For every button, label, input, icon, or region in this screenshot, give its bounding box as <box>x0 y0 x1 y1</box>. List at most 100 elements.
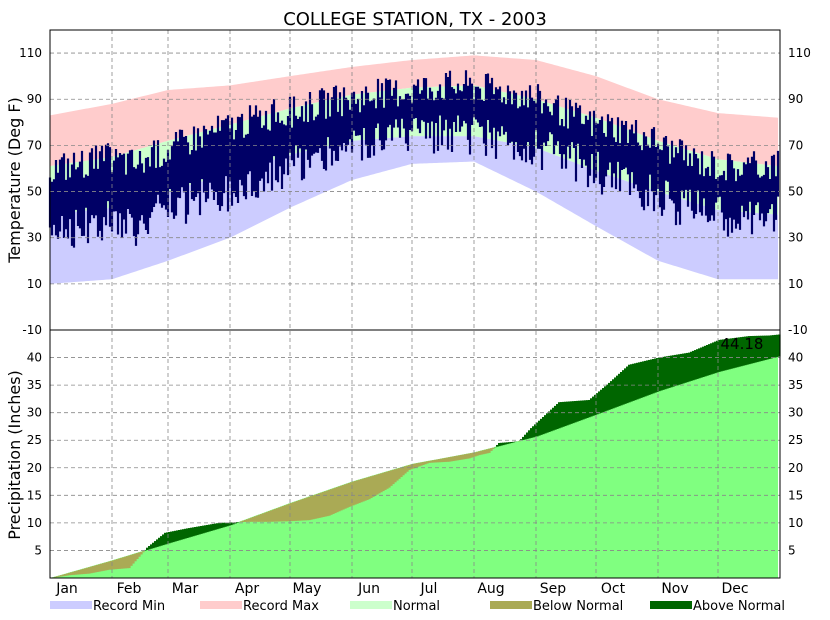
below-normal-precip <box>304 498 307 521</box>
precipitation-tick-right: 10 <box>788 516 803 530</box>
above-normal-precip <box>660 357 663 391</box>
above-normal-precip <box>202 525 205 534</box>
below-normal-precip <box>478 451 481 456</box>
temperature-tick-right: 50 <box>788 185 803 199</box>
above-normal-precip <box>754 335 757 363</box>
month-label-aug: Aug <box>477 581 504 597</box>
above-normal-precip <box>634 363 637 401</box>
below-normal-precip <box>268 511 271 522</box>
above-normal-precip <box>602 388 605 413</box>
temperature-tick-left: 70 <box>27 138 42 152</box>
above-normal-precip <box>624 368 627 404</box>
above-normal-precip <box>622 370 625 405</box>
below-normal-precip <box>394 469 397 483</box>
temperature-tick-left: -10 <box>22 323 42 337</box>
below-normal-precip <box>322 491 325 518</box>
above-normal-precip <box>700 347 703 378</box>
below-normal-precip <box>96 564 99 573</box>
above-normal-precip <box>174 530 177 542</box>
above-normal-precip <box>764 335 767 361</box>
below-normal-precip <box>98 564 101 572</box>
below-normal-precip <box>448 457 451 462</box>
above-normal-precip <box>220 522 223 529</box>
below-normal-precip <box>272 509 275 522</box>
above-normal-precip <box>236 522 239 523</box>
below-normal-precip <box>140 551 143 555</box>
temperature-tick-left: 30 <box>27 231 42 245</box>
above-normal-precip <box>638 362 641 399</box>
above-normal-precip <box>770 335 773 359</box>
below-normal-precip <box>136 553 139 560</box>
precipitation-tick-right: 15 <box>788 488 803 502</box>
above-normal-precip <box>186 528 189 538</box>
above-normal-precip <box>722 339 725 371</box>
below-normal-precip <box>282 505 285 522</box>
above-normal-precip <box>510 441 513 444</box>
precipitation-tick-left: 35 <box>27 378 42 392</box>
below-normal-precip <box>342 485 345 510</box>
above-normal-precip <box>720 339 723 372</box>
above-normal-precip <box>648 359 651 395</box>
below-normal-precip <box>240 521 243 523</box>
below-normal-precip <box>84 568 87 574</box>
below-normal-precip <box>402 466 405 476</box>
below-normal-precip <box>490 448 493 451</box>
above-normal-precip <box>564 401 567 427</box>
above-normal-precip <box>674 354 677 387</box>
above-normal-precip <box>540 418 543 435</box>
below-normal-precip <box>294 501 297 521</box>
below-normal-precip <box>370 476 373 499</box>
below-normal-precip <box>358 479 361 504</box>
above-normal-precip <box>204 525 207 533</box>
above-normal-precip <box>702 346 705 378</box>
above-normal-precip <box>692 350 695 381</box>
below-normal-precip <box>112 560 115 570</box>
below-normal-precip <box>126 556 129 569</box>
above-normal-precip <box>154 541 157 548</box>
below-normal-precip <box>284 505 287 522</box>
above-normal-precip <box>778 334 781 357</box>
above-normal-precip <box>596 393 599 415</box>
month-label-mar: Mar <box>172 581 199 597</box>
above-normal-precip <box>194 527 197 536</box>
above-normal-precip <box>196 526 199 536</box>
above-normal-precip <box>172 531 175 543</box>
below-normal-precip <box>260 514 263 522</box>
below-normal-precip <box>440 458 443 463</box>
temperature-tick-left: 90 <box>27 92 42 106</box>
above-normal-precip <box>526 432 529 439</box>
above-normal-precip <box>188 528 191 538</box>
above-normal-precip <box>206 524 209 533</box>
below-normal-precip <box>58 575 61 577</box>
above-normal-precip <box>218 522 221 529</box>
above-normal-precip <box>512 441 515 443</box>
above-normal-precip <box>528 430 531 439</box>
below-normal-precip <box>132 554 135 564</box>
above-normal-precip <box>184 528 187 539</box>
above-normal-precip <box>144 549 147 551</box>
below-normal-precip <box>102 563 105 571</box>
above-normal-precip <box>696 349 699 379</box>
below-normal-precip <box>76 570 79 575</box>
above-normal-precip <box>534 424 537 437</box>
above-normal-precip <box>712 342 715 374</box>
below-normal-precip <box>142 551 145 553</box>
above-normal-precip <box>746 336 749 365</box>
above-normal-precip <box>166 532 169 544</box>
above-normal-precip <box>498 442 501 447</box>
above-normal-precip <box>728 338 731 370</box>
above-normal-precip <box>672 355 675 387</box>
month-label-nov: Nov <box>661 581 688 597</box>
above-normal-precip <box>662 356 665 390</box>
below-normal-precip <box>420 462 423 466</box>
above-normal-precip <box>736 337 739 368</box>
month-label-feb: Feb <box>117 581 142 597</box>
above-normal-precip <box>566 401 569 426</box>
above-normal-precip <box>716 340 719 373</box>
below-normal-precip <box>450 456 453 462</box>
below-normal-precip <box>324 491 327 517</box>
below-normal-precip <box>134 553 137 562</box>
temperature-panel <box>48 55 780 284</box>
legend-label-normal: Normal <box>393 599 440 614</box>
